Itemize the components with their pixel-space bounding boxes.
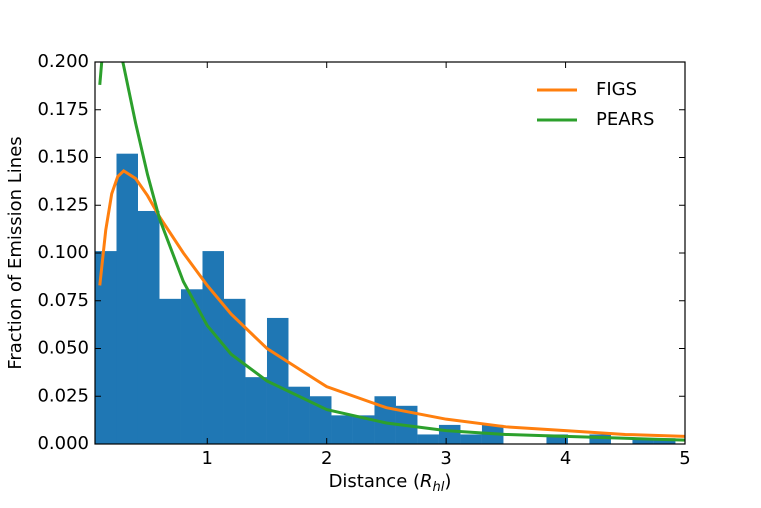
y-axis-label: Fraction of Emission Lines — [5, 136, 26, 369]
x-tick-label: 4 — [560, 448, 571, 469]
x-tick-label: 2 — [321, 448, 332, 469]
bar — [589, 434, 611, 444]
bar — [438, 424, 461, 444]
x-tick-label: 1 — [202, 448, 213, 469]
x-tick-label: 3 — [440, 448, 451, 469]
y-tick-label: 0.050 — [37, 338, 89, 359]
y-tick-label: 0.125 — [37, 194, 89, 215]
bar — [180, 289, 203, 444]
y-tick-label: 0.075 — [37, 290, 89, 311]
x-tick-label: 5 — [679, 448, 690, 469]
bar — [95, 251, 117, 444]
bar — [116, 153, 138, 444]
x-axis-label: Distance (Rhl) — [329, 471, 452, 495]
curves — [98, 62, 685, 442]
y-tick-label: 0.200 — [37, 51, 89, 72]
bar — [245, 377, 267, 444]
bar — [352, 415, 375, 444]
bar — [159, 298, 181, 444]
y-tick-label: 0.150 — [37, 147, 89, 168]
histogram — [95, 153, 676, 444]
bar — [653, 438, 676, 444]
bar — [460, 434, 482, 444]
bar — [266, 317, 289, 444]
y-tick-label: 0.025 — [37, 385, 89, 406]
bar — [202, 251, 224, 444]
bar — [288, 386, 310, 444]
bar — [137, 210, 160, 444]
line — [98, 62, 685, 442]
bar — [417, 434, 439, 444]
y-tick-label: 0.100 — [37, 242, 89, 263]
bar — [632, 438, 654, 444]
y-tick-label: 0.175 — [37, 99, 89, 120]
legend-label: FIGS — [596, 79, 637, 100]
y-tick-label: 0.000 — [37, 433, 89, 454]
bar — [546, 434, 568, 444]
legend-label: PEARS — [596, 109, 654, 130]
bar — [331, 415, 353, 444]
bar — [223, 298, 246, 444]
line — [98, 168, 685, 438]
